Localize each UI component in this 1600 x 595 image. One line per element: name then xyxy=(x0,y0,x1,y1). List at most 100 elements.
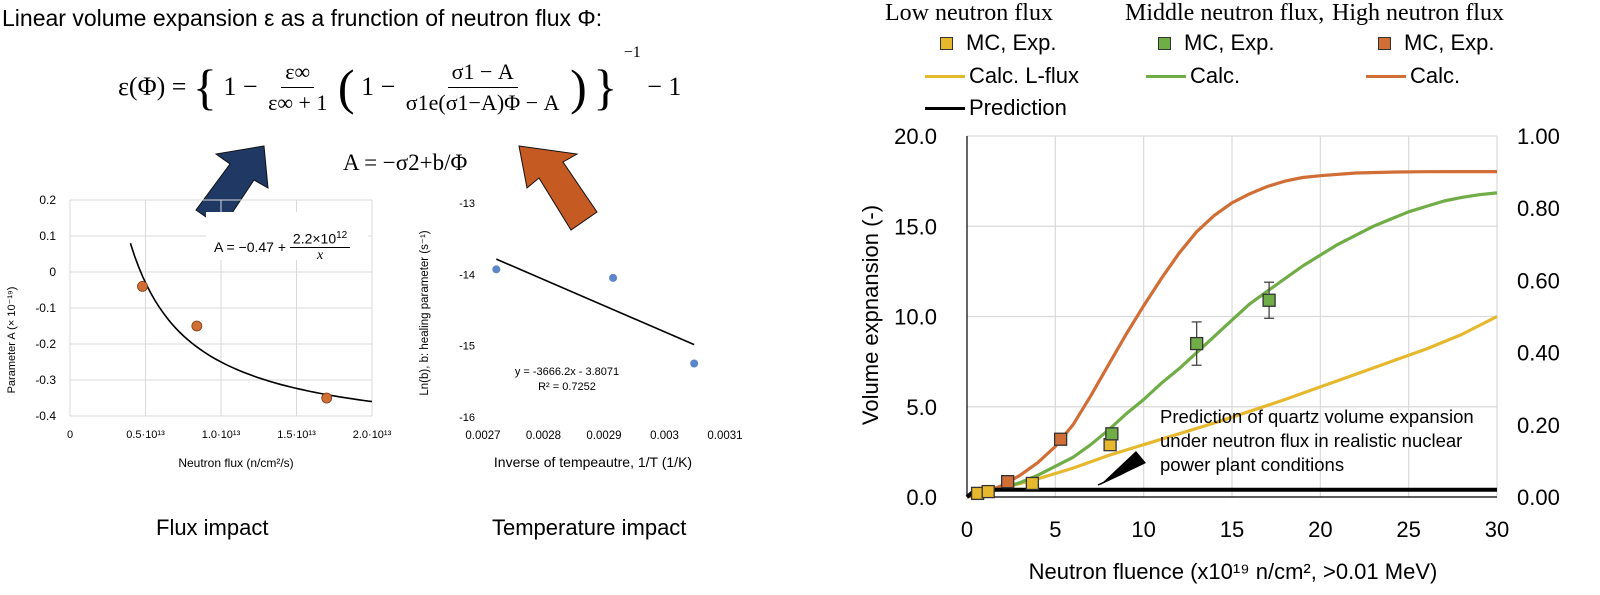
main-y2-tick-label: 0.00 xyxy=(1517,485,1560,510)
series-line-middle xyxy=(966,191,1498,499)
flux-data-point xyxy=(321,392,333,404)
main-x-tick-label: 10 xyxy=(1131,517,1155,542)
formula-fraction-2-num: σ1 − A xyxy=(447,59,518,88)
legend-header-low: Low neutron flux xyxy=(885,0,1053,26)
temperature-x-tick-label: 0.0028 xyxy=(526,430,561,442)
formula-fraction-2: σ1 − A σ1e(σ1−A)Φ − A xyxy=(402,59,564,116)
flux-x-axis-label: Neutron flux (n/cm²/s) xyxy=(178,456,293,470)
low-marker-icon xyxy=(940,36,953,50)
temperature-y-tick-label: -15 xyxy=(459,341,475,353)
formula-brace-close: } xyxy=(593,59,618,115)
main-y-axis-label: Volume expnansion (-) xyxy=(860,205,883,425)
temperature-fit-r2: R² = 0.7252 xyxy=(538,381,596,393)
annotation-line-2: under neutron flux in realistic nuclear xyxy=(1160,430,1462,451)
flux-fit-curve xyxy=(129,242,373,403)
main-x-tick-label: 5 xyxy=(1049,517,1061,542)
volume-expansion-chart: 0.0 5.0 10.0 15.0 20.0 0 5 10 15 20 25 30 0.00 0.20 0.… xyxy=(860,125,1560,584)
formula-one-b: 1 − xyxy=(361,72,396,101)
legend-low-mc: MC, Exp. xyxy=(940,30,1056,56)
main-legend: Low neutron flux Middle neutron flux, Hi… xyxy=(0,0,1600,130)
flux-y-tick-label: -0.2 xyxy=(35,337,56,351)
prediction-pointer-arrow-icon xyxy=(1100,451,1146,485)
low-line-icon xyxy=(925,74,965,78)
high-line-icon xyxy=(1366,74,1406,78)
temperature-impact-chart: -13 -14 -15 -16 0.0027 0.0028 0.0029 0.003 0.003… xyxy=(419,198,743,470)
main-x-tick-label: 20 xyxy=(1308,517,1332,542)
temperature-y-tick-label: -14 xyxy=(459,269,475,281)
flux-y-tick-label: 0.2 xyxy=(39,193,56,207)
temperature-y-axis-label: Ln(b), b: healing parameter (s⁻¹) xyxy=(419,230,431,395)
flux-y-tick-label: -0.1 xyxy=(35,301,56,315)
main-x-tick-label: 15 xyxy=(1220,517,1244,542)
expansion-formula: ε(Φ) = { 1 − ε∞ ε∞ + 1 ( 1 − σ1 − A σ1e(… xyxy=(118,44,682,116)
flux-x-tick-label: 0.5·10¹³ xyxy=(126,429,165,441)
marker-middle xyxy=(1190,336,1204,351)
flux-impact-chart: 0.2 0.1 0 -0.1 -0.2 -0.3 -0.4 0 0.5·10¹³ 1.0·10¹³… xyxy=(6,193,392,470)
flux-data-point xyxy=(191,320,203,332)
main-x-axis-label: Neutron fluence (x10¹⁹ n/cm², >0.01 MeV) xyxy=(1029,559,1438,584)
main-y-tick-label: 0.0 xyxy=(906,485,937,510)
flux-x-tick-label: 0 xyxy=(67,429,73,441)
middle-marker-icon xyxy=(1158,36,1171,50)
formula-tail: − 1 xyxy=(647,72,682,101)
flux-y-tick-label: 0 xyxy=(49,265,56,279)
temperature-y-tick-label: -16 xyxy=(459,412,475,424)
flux-data-point xyxy=(137,281,148,292)
main-y2-tick-label: 0.80 xyxy=(1517,196,1560,221)
formula-paren-close: ) xyxy=(570,59,587,115)
main-y-tick-label: 5.0 xyxy=(906,395,937,420)
legend-high-calc: Calc. xyxy=(1366,63,1460,89)
main-y-tick-label: 20.0 xyxy=(894,125,937,149)
legend-header-high: High neutron flux xyxy=(1332,0,1504,26)
flux-y-tick-label: -0.4 xyxy=(35,409,56,423)
temperature-data-point xyxy=(609,273,618,282)
main-x-tick-label: 30 xyxy=(1485,517,1509,542)
flux-x-tick-label: 1.0·10¹³ xyxy=(202,429,241,441)
legend-low-calc: Calc. L-flux xyxy=(925,63,1079,89)
temperature-x-tick-label: 0.0031 xyxy=(707,430,742,442)
annotation-line-1: Prediction of quartz volume expansion xyxy=(1160,406,1474,427)
main-y-tick-label: 15.0 xyxy=(894,214,937,239)
temperature-x-tick-label: 0.0027 xyxy=(465,430,500,442)
temperature-x-axis-label: Inverse of tempeautre, 1/T (1/K) xyxy=(494,454,692,470)
main-y2-tick-label: 0.20 xyxy=(1517,413,1560,438)
temperature-fit-equation: y = -3666.2x - 3.8071 xyxy=(515,366,619,378)
temperature-data-point xyxy=(492,265,501,274)
temperature-fit-line xyxy=(495,258,695,346)
temperature-impact-caption: Temperature impact xyxy=(492,515,687,540)
formula-fraction-1: ε∞ ε∞ + 1 xyxy=(264,59,331,116)
temperature-x-tick-label: 0.0029 xyxy=(586,430,621,442)
main-x-tick-label: 0 xyxy=(961,517,973,542)
orange-arrow-icon xyxy=(518,145,598,231)
marker-high xyxy=(1053,432,1068,446)
prediction-line-icon xyxy=(925,106,965,110)
formula-fraction-2-den: σ1e(σ1−A)Φ − A xyxy=(405,89,560,115)
a-definition: A = −σ2+b/Φ xyxy=(343,150,468,175)
main-y-tick-label: 10.0 xyxy=(894,305,937,330)
flux-x-tick-label: 1.5·10¹³ xyxy=(277,429,316,441)
formula-paren-open: ( xyxy=(337,59,355,115)
main-y2-tick-label: 0.40 xyxy=(1517,341,1560,366)
legend-middle-mc: MC, Exp. xyxy=(1158,30,1274,56)
marker-middle xyxy=(1105,427,1119,441)
main-x-tick-label: 25 xyxy=(1396,517,1420,542)
high-marker-icon xyxy=(1378,36,1391,50)
page-title: Linear volume expansion ε as a frunction… xyxy=(2,5,603,31)
formula-one-a: 1 − xyxy=(223,72,258,101)
marker-middle xyxy=(1262,293,1276,307)
temperature-y-tick-label: -13 xyxy=(459,198,475,210)
marker-low xyxy=(1025,476,1040,491)
middle-line-icon xyxy=(1146,74,1186,78)
legend-high-mc: MC, Exp. xyxy=(1378,30,1494,56)
formula-exponent: −1 xyxy=(623,44,641,62)
flux-y-axis-label: Parameter A (× 10⁻¹⁹) xyxy=(6,287,18,394)
flux-impact-caption: Flux impact xyxy=(156,515,269,540)
annotation-line-3: power plant conditions xyxy=(1160,454,1344,475)
marker-low xyxy=(981,484,995,499)
main-y2-tick-label: 1.00 xyxy=(1517,125,1560,149)
formula-brace-open: { xyxy=(192,59,217,115)
legend-header-middle: Middle neutron flux, xyxy=(1125,0,1325,26)
flux-y-tick-label: -0.3 xyxy=(35,373,56,387)
main-y2-tick-label: 0.60 xyxy=(1517,268,1560,293)
formula-fraction-1-den: ε∞ + 1 xyxy=(268,89,328,115)
